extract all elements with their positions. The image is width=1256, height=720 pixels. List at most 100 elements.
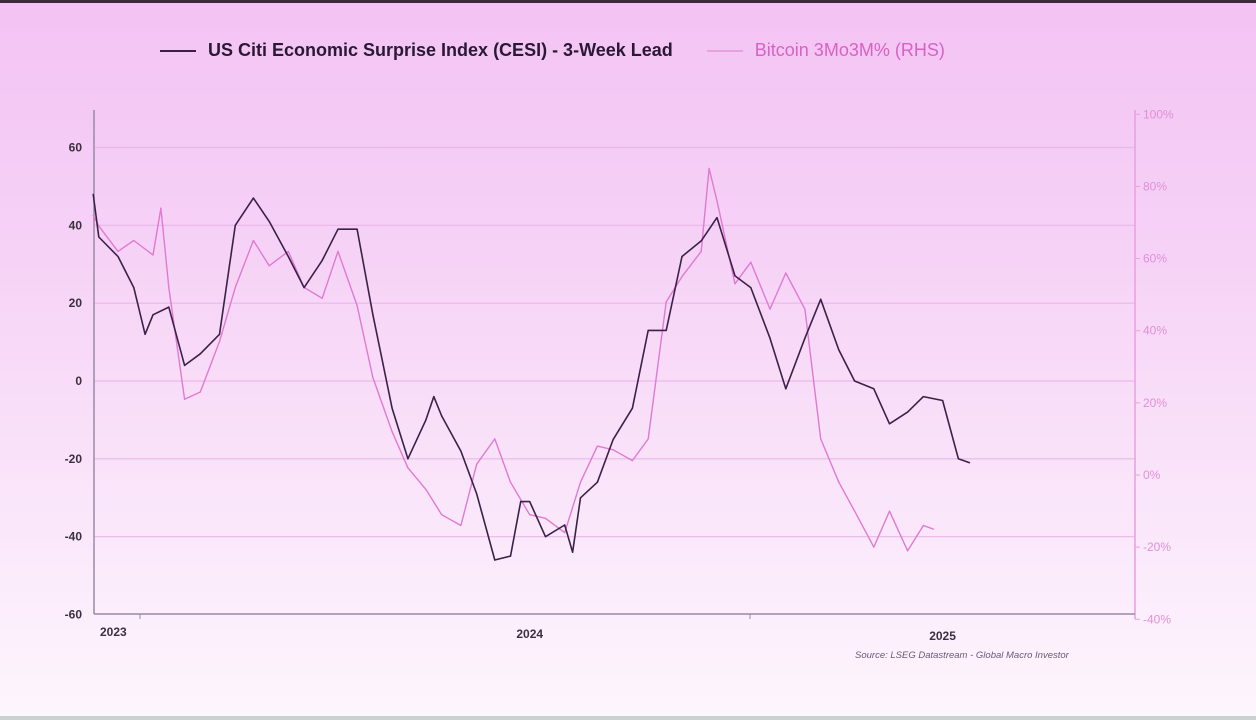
cesi-data-point: [647, 329, 649, 332]
bitcoin-data-point: [183, 398, 186, 400]
cesi-data-point: [769, 337, 771, 339]
cesi-data-point: [433, 395, 435, 398]
cesi-data-point: [906, 411, 909, 413]
x-tick-label: 2023: [100, 625, 127, 639]
cesi-data-point: [372, 314, 374, 316]
bitcoin-data-point: [564, 532, 566, 534]
bitcoin-data-point: [407, 467, 409, 469]
cesi-data-point: [152, 314, 154, 316]
cesi-data-point: [969, 462, 971, 464]
bitcoin-data-point: [460, 524, 462, 527]
cesi-data-point: [425, 419, 427, 421]
legend-swatch-cesi: [160, 49, 196, 52]
left-tick-label: -40: [65, 530, 83, 544]
bitcoin-data-point: [509, 481, 512, 483]
right-tick-label: 80%: [1143, 179, 1167, 193]
left-tick-label: 0: [75, 374, 82, 388]
cesi-data-point: [631, 407, 633, 409]
bitcoin-data-point: [612, 449, 614, 451]
bitcoin-data-point: [631, 459, 633, 462]
cesi-data-point: [665, 329, 667, 332]
cesi-data-point: [571, 551, 574, 553]
cesi-data-point: [234, 224, 236, 226]
cesi-data-point: [520, 501, 522, 503]
cesi-series-line: [92, 194, 970, 561]
bitcoin-data-point: [494, 438, 496, 440]
cesi-data-point: [356, 228, 358, 230]
bitcoin-data-point: [133, 239, 135, 242]
x-tick-label: 2024: [516, 627, 543, 641]
bitcoin-data-point: [218, 340, 221, 343]
cesi-data-point: [888, 423, 891, 425]
bitcoin-data-point: [372, 377, 374, 379]
legend-label-bitcoin: Bitcoin 3Mo3M% (RHS): [754, 40, 945, 60]
cesi-data-point: [716, 216, 718, 219]
cesi-data-point: [337, 228, 339, 230]
legend-label-cesi: US Citi Economic Surprise Index (CESI) -…: [208, 40, 673, 60]
bitcoin-data-point: [734, 283, 736, 285]
right-tick-label: 40%: [1143, 324, 1167, 338]
bitcoin-data-point: [544, 517, 547, 519]
bitcoin-data-point: [356, 304, 358, 307]
cesi-data-point: [544, 536, 547, 538]
top-border: [0, 0, 1256, 3]
legend: US Citi Economic Surprise Index (CESI) -…: [160, 40, 979, 61]
bitcoin-data-point: [708, 167, 710, 169]
cesi-data-point: [407, 458, 409, 460]
cesi-data-point: [853, 380, 856, 382]
bitcoin-data-point: [529, 514, 531, 516]
x-tick-label: 2025: [929, 629, 956, 643]
cesi-data-point: [804, 337, 806, 339]
bitcoin-data-point: [92, 214, 94, 216]
bitcoin-data-point: [873, 546, 875, 548]
bitcoin-data-point: [476, 463, 478, 465]
cesi-data-point: [303, 287, 305, 289]
cesi-data-point: [98, 236, 100, 238]
bitcoin-data-point: [441, 514, 443, 516]
left-tick-label: -20: [65, 452, 83, 466]
bitcoin-data-point: [853, 510, 856, 512]
left-tick-label: -60: [65, 608, 83, 622]
cesi-data-point: [92, 193, 94, 195]
cesi-data-point: [750, 287, 752, 289]
cesi-data-point: [922, 395, 924, 398]
cesi-data-point: [199, 353, 201, 355]
bitcoin-data-point: [838, 481, 840, 483]
bitcoin-data-point: [152, 254, 154, 256]
bitcoin-data-point: [647, 438, 649, 440]
cesi-data-point: [460, 450, 462, 452]
cesi-data-point: [494, 559, 496, 561]
cesi-data-point: [321, 259, 323, 261]
left-tick-label: 40: [69, 218, 83, 232]
cesi-data-point: [596, 481, 598, 483]
bitcoin-data-point: [160, 207, 162, 209]
cesi-data-point: [133, 287, 135, 289]
cesi-data-point: [168, 306, 170, 308]
bitcoin-data-point: [804, 308, 806, 310]
cesi-data-point: [144, 333, 146, 335]
left-tick-label: 20: [69, 296, 83, 310]
legend-swatch-bitcoin: [706, 49, 743, 52]
cesi-data-point: [117, 255, 119, 258]
bitcoin-data-point: [117, 250, 119, 252]
cesi-data-point: [509, 555, 512, 557]
cesi-data-point: [579, 497, 582, 499]
cesi-data-point: [268, 220, 270, 223]
bitcoin-data-point: [785, 272, 787, 274]
bitcoin-data-point: [681, 276, 683, 278]
cesi-data-point: [529, 501, 531, 503]
bitcoin-data-point: [98, 225, 100, 227]
cesi-data-point: [681, 255, 683, 258]
cesi-data-point: [734, 275, 736, 277]
bottom-border: [0, 716, 1256, 720]
bitcoin-data-point: [321, 297, 323, 299]
cesi-data-point: [941, 399, 944, 402]
bitcoin-data-point: [425, 488, 427, 491]
source-note: Source: LSEG Datastream - Global Macro I…: [855, 650, 1069, 661]
right-tick-label: 100%: [1143, 107, 1174, 121]
cesi-data-point: [183, 364, 186, 367]
left-tick-label: 60: [69, 141, 83, 155]
bitcoin-data-point: [199, 391, 201, 393]
bitcoin-data-point: [596, 445, 598, 447]
right-tick-label: 60%: [1143, 252, 1167, 266]
